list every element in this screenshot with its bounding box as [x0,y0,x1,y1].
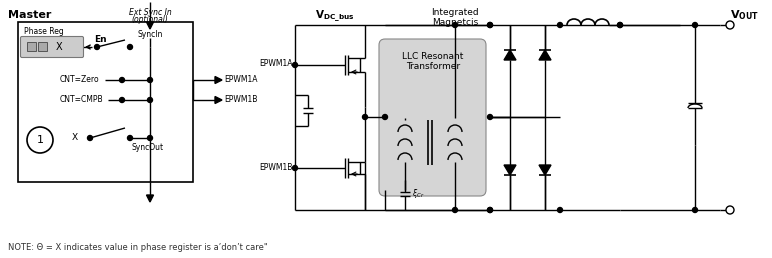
Text: EPWM1B: EPWM1B [259,164,293,173]
Polygon shape [215,96,222,103]
FancyBboxPatch shape [379,39,486,196]
Circle shape [27,127,53,153]
Text: NOTE: Θ = X indicates value in phase register is a’don’t care": NOTE: Θ = X indicates value in phase reg… [8,243,268,252]
Circle shape [120,98,124,102]
Circle shape [692,22,697,28]
Bar [18,22,193,182]
Text: Ext Sync In: Ext Sync In [129,8,171,17]
Text: En: En [93,35,107,44]
Text: EPWM1A: EPWM1A [224,76,258,85]
Text: CNT=Zero: CNT=Zero [60,76,100,85]
Circle shape [557,22,563,28]
Circle shape [363,115,367,119]
Circle shape [726,206,734,214]
Circle shape [452,22,458,28]
Text: $\xi_{Cr}$: $\xi_{Cr}$ [412,188,425,200]
Polygon shape [504,165,516,175]
Text: X: X [72,133,78,142]
Circle shape [487,22,493,28]
Text: SyncOut: SyncOut [132,143,164,152]
Polygon shape [215,77,222,84]
Circle shape [692,207,697,213]
Circle shape [618,22,622,28]
Text: CNT=CMPB: CNT=CMPB [60,95,103,104]
Circle shape [293,62,297,68]
Circle shape [487,207,493,213]
Circle shape [452,207,458,213]
Text: $\mathbf{V}_{\mathbf{DC\_bus}}$: $\mathbf{V}_{\mathbf{DC\_bus}}$ [315,8,354,23]
Polygon shape [539,165,551,175]
Circle shape [382,115,388,119]
Text: Integrated
Magnetcis: Integrated Magnetcis [432,8,479,27]
Text: (optional): (optional) [131,15,168,24]
Circle shape [618,22,622,28]
Bar [38,42,47,51]
Circle shape [147,77,153,83]
Text: Master: Master [8,10,52,20]
Polygon shape [147,22,154,29]
Circle shape [147,135,153,141]
Circle shape [127,135,133,141]
Circle shape [487,22,493,28]
Circle shape [120,77,124,83]
Circle shape [726,21,734,29]
Circle shape [127,44,133,50]
Text: EPWM1A: EPWM1A [259,59,293,68]
Circle shape [487,115,493,119]
Text: 1: 1 [36,135,43,145]
Polygon shape [147,195,154,202]
Text: SyncIn: SyncIn [137,30,163,39]
Text: X: X [56,42,63,52]
Text: LLC Resonant
Transformer: LLC Resonant Transformer [402,52,464,71]
Polygon shape [539,50,551,60]
Circle shape [293,165,297,171]
Circle shape [147,98,153,102]
Bar [27,42,36,51]
FancyBboxPatch shape [21,36,83,58]
Circle shape [487,207,493,213]
Text: Phase Reg: Phase Reg [24,27,64,36]
Circle shape [87,135,93,141]
Polygon shape [504,50,516,60]
Text: $\mathbf{V}_{\mathbf{OUT}}$: $\mathbf{V}_{\mathbf{OUT}}$ [730,8,760,22]
Circle shape [94,44,100,50]
Circle shape [557,207,563,213]
Text: EPWM1B: EPWM1B [224,95,257,104]
